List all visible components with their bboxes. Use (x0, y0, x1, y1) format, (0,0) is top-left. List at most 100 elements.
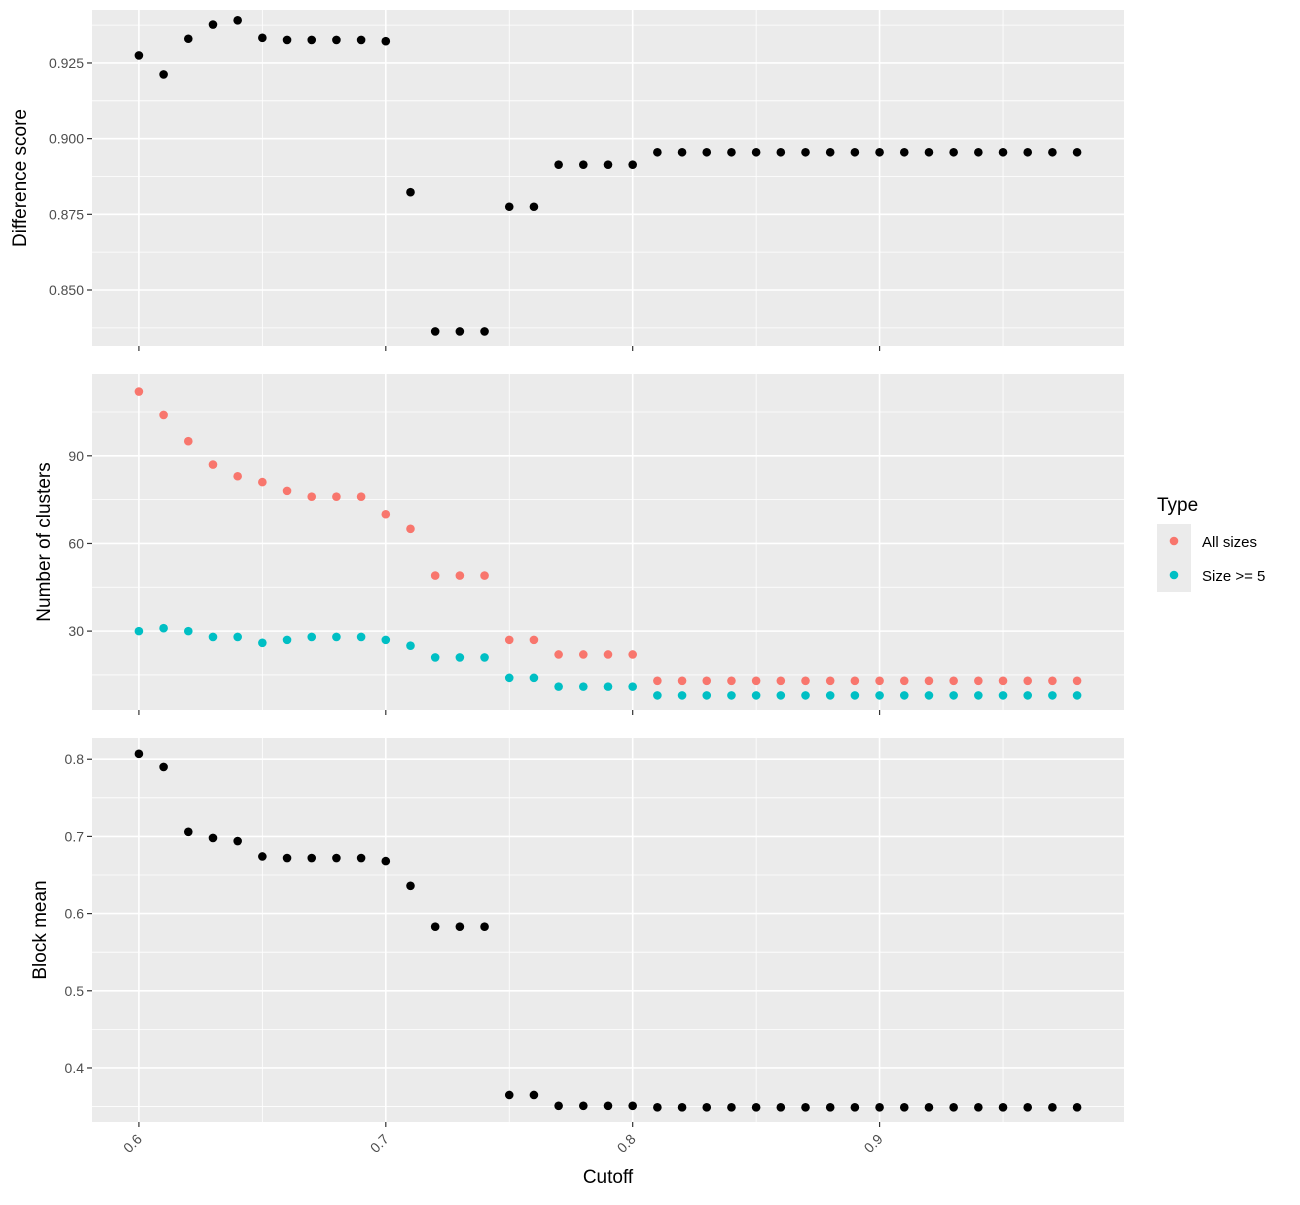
data-point (1072, 147, 1082, 157)
data-point (776, 147, 786, 157)
data-point (134, 749, 144, 759)
data-point (332, 492, 341, 502)
y-tick-label: 60 (68, 535, 84, 551)
data-point (974, 691, 983, 700)
data-point (430, 327, 440, 336)
data-point (653, 147, 662, 157)
data-point (159, 410, 168, 420)
data-point (924, 147, 934, 157)
series (134, 749, 1082, 1112)
x-tick-label: 0.8 (614, 1131, 639, 1156)
data-point (603, 160, 613, 169)
data-point (801, 691, 810, 700)
data-point (282, 35, 292, 45)
data-point (381, 36, 391, 46)
data-point (702, 1103, 712, 1112)
data-point (1023, 691, 1033, 700)
data-point (974, 1103, 983, 1112)
data-point (628, 682, 637, 691)
data-point (1023, 1103, 1033, 1112)
data-point (825, 691, 835, 700)
data-point (307, 35, 317, 45)
data-point (356, 35, 366, 45)
y-tick-label: 0.6 (65, 906, 85, 922)
data-point (727, 676, 736, 686)
data-point (381, 509, 391, 519)
data-point (825, 1103, 835, 1112)
legend-marker (1169, 536, 1179, 546)
data-point (776, 1103, 786, 1112)
data-point (579, 650, 588, 659)
data-point (332, 853, 341, 863)
data-point (332, 35, 341, 45)
data-point (653, 676, 662, 686)
data-point (455, 922, 465, 932)
data-point (850, 1103, 860, 1112)
y-tick-label: 0.900 (49, 131, 84, 147)
y-tick-label: 0.8 (65, 751, 85, 767)
y-axis-title: Difference score (10, 109, 31, 247)
data-point (183, 827, 193, 837)
data-point (801, 147, 810, 157)
data-point (233, 836, 242, 846)
data-point (998, 691, 1008, 700)
data-point (455, 653, 465, 662)
data-point (1072, 1103, 1082, 1112)
data-point (875, 676, 884, 686)
series-size-5 (134, 623, 1082, 700)
panel-2: 30 60 90 Number of clusters (34, 374, 1124, 715)
legend: Type All sizes Size >= 5 (1157, 495, 1265, 592)
data-point (850, 676, 860, 686)
data-point (258, 477, 267, 487)
data-point (924, 691, 934, 700)
data-point (603, 682, 613, 691)
data-point (282, 486, 292, 496)
data-point (554, 160, 563, 169)
data-point (406, 641, 415, 651)
data-point (356, 632, 366, 642)
data-point (282, 853, 292, 863)
data-point (850, 147, 860, 157)
data-point (899, 1103, 909, 1112)
data-point (949, 1103, 958, 1112)
x-tick-label: 0.9 (861, 1131, 886, 1156)
data-point (208, 20, 218, 29)
data-point (949, 147, 958, 157)
data-point (134, 626, 144, 636)
data-point (159, 623, 168, 633)
data-point (998, 1103, 1008, 1112)
legend-marker (1169, 570, 1179, 580)
data-point (480, 327, 489, 336)
data-point (653, 691, 662, 700)
data-point (307, 632, 317, 642)
data-point (430, 571, 440, 580)
data-point (875, 147, 884, 157)
data-point (282, 635, 292, 645)
data-point (1072, 676, 1082, 686)
panel-3: 0.4 0.5 0.6 0.7 0.8 Block mean 0.6 0.7 0.8 0.9 Cut… (30, 738, 1124, 1188)
data-point (356, 853, 366, 863)
data-point (554, 650, 563, 659)
data-point (776, 676, 786, 686)
data-point (554, 682, 563, 691)
data-point (653, 1103, 662, 1112)
data-point (825, 676, 835, 686)
data-point (233, 15, 242, 25)
data-point (480, 922, 489, 932)
data-point (554, 1101, 563, 1111)
data-point (801, 676, 810, 686)
data-point (603, 650, 613, 659)
data-point (208, 632, 218, 642)
y-tick-label: 90 (68, 448, 84, 464)
data-point (949, 691, 958, 700)
data-point (751, 691, 761, 700)
data-point (949, 676, 958, 686)
legend-label: All sizes (1202, 534, 1257, 551)
data-point (233, 632, 242, 642)
data-point (1048, 676, 1057, 686)
data-point (628, 650, 637, 659)
data-point (406, 187, 415, 197)
data-point (455, 327, 465, 336)
data-point (504, 1090, 514, 1100)
